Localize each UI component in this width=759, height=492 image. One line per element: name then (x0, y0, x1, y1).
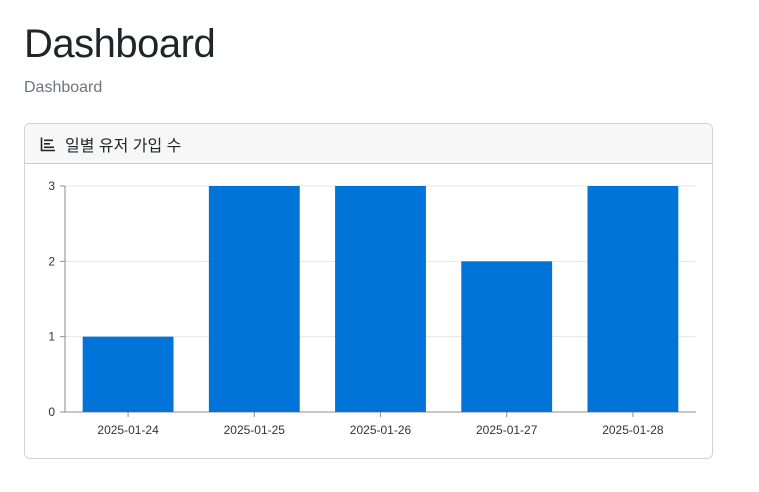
bar[interactable] (335, 186, 426, 412)
y-tick-label: 3 (48, 179, 55, 193)
bar[interactable] (208, 186, 300, 412)
x-tick-label: 2025-01-26 (350, 423, 412, 437)
page-title: Dashboard (24, 22, 216, 66)
breadcrumb[interactable]: Dashboard (24, 79, 103, 96)
card-title: 일별 유저 가입 수 (65, 137, 182, 155)
chart-area: 0 1 2 3 2025-01-24 2025-01-25 2025-01-26 2025-0… (25, 164, 712, 458)
bar[interactable] (461, 261, 553, 412)
bar[interactable] (82, 336, 174, 412)
chart-card: 일별 유저 가입 수 0 1 2 3 2025-01-24 2025-01-25 2025-… (24, 123, 713, 459)
x-tick-label: 2025-01-28 (602, 423, 664, 437)
x-tick-label: 2025-01-24 (97, 423, 159, 437)
bar[interactable] (587, 186, 679, 412)
bar-chart-icon (40, 136, 56, 152)
y-tick-label: 2 (48, 254, 55, 268)
bar-chart: 0 1 2 3 2025-01-24 2025-01-25 2025-01-26 2025-0… (48, 179, 696, 437)
x-tick-label: 2025-01-25 (224, 423, 286, 437)
card-header: 일별 유저 가입 수 (25, 124, 712, 164)
y-tick-label: 0 (48, 405, 55, 419)
x-tick-label: 2025-01-27 (476, 423, 538, 437)
y-tick-label: 1 (48, 330, 55, 344)
